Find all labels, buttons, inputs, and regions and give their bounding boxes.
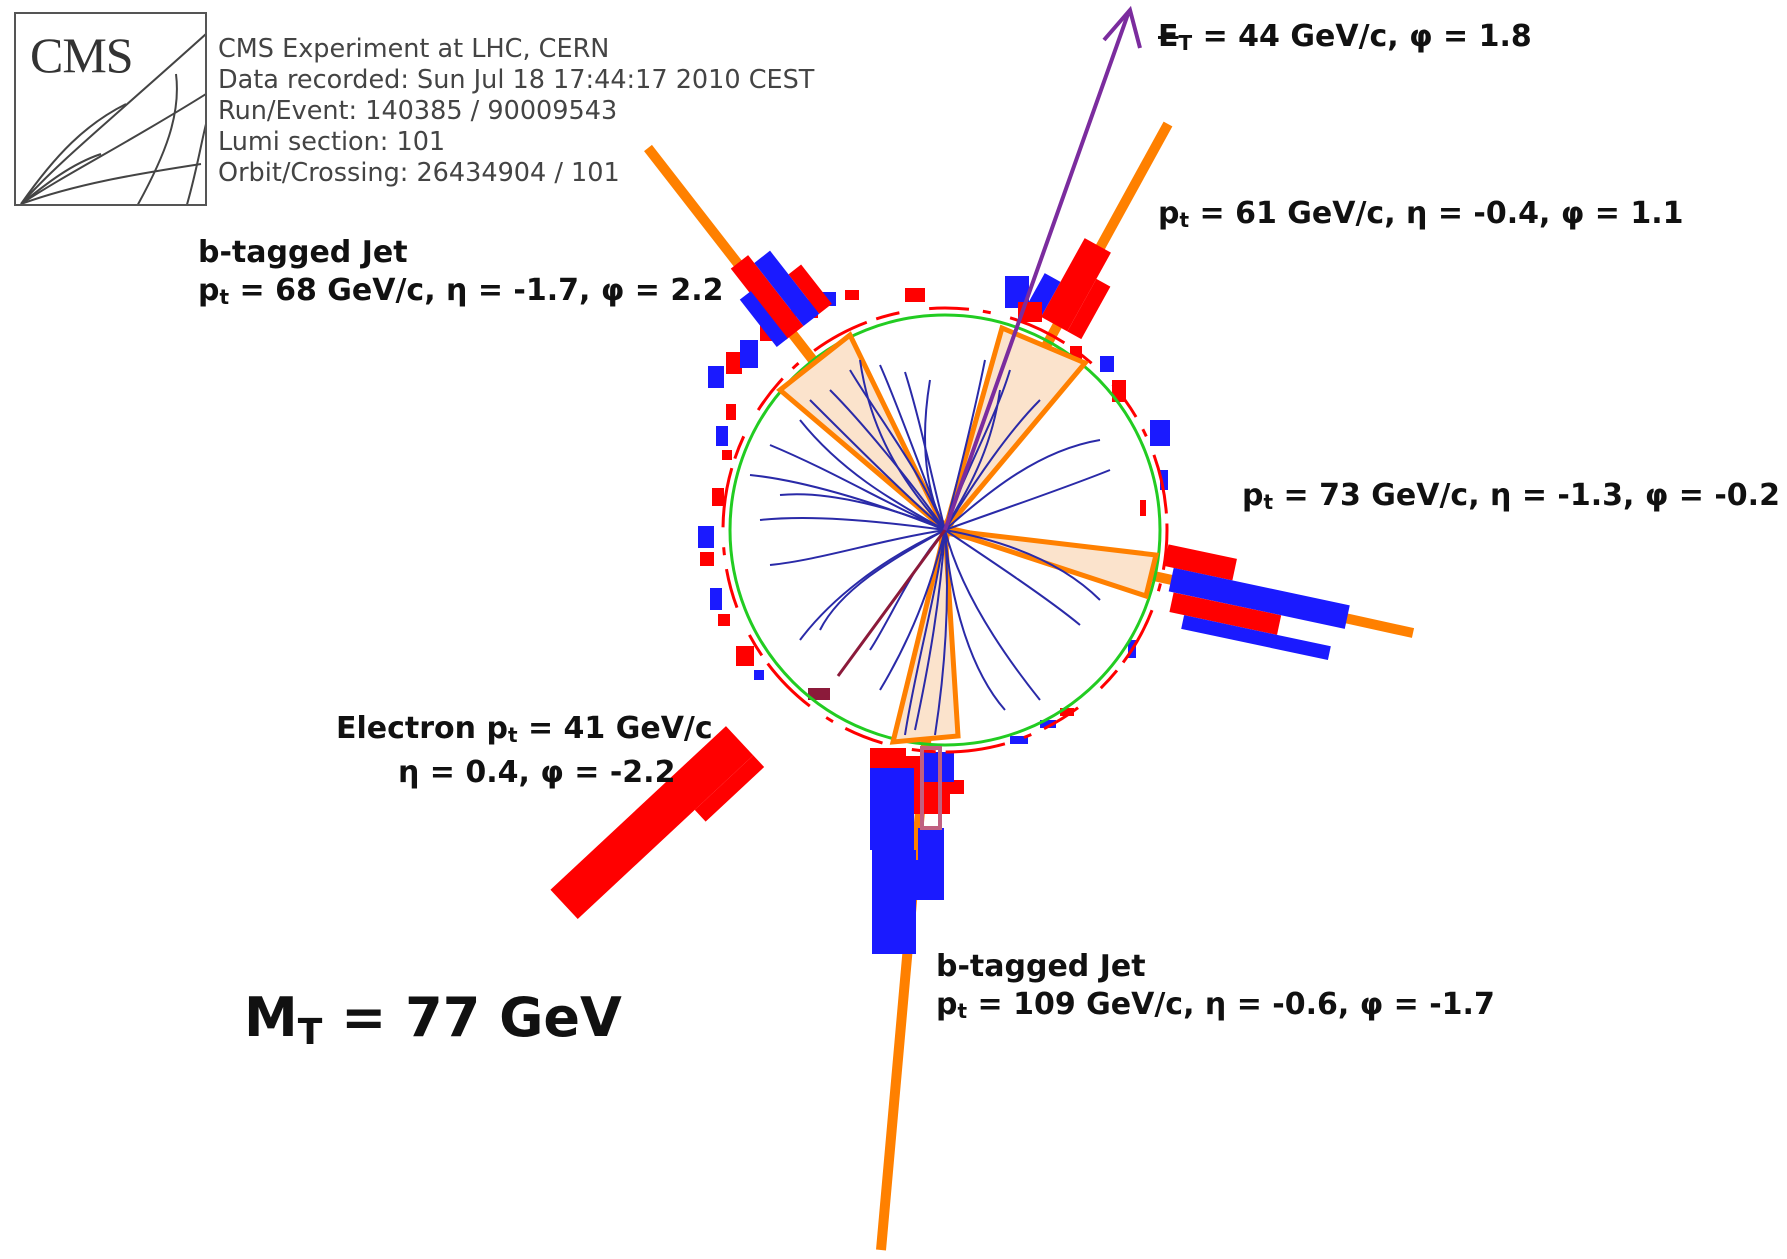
jet4-label: b-tagged Jet pt = 109 GeV/c, η = -0.6, φ… bbox=[936, 949, 1495, 1023]
electron-line2: η = 0.4, φ = -2.2 bbox=[398, 755, 676, 790]
electron-track bbox=[836, 529, 947, 677]
met-label: ET = 44 GeV/c, φ = 1.8 bbox=[1158, 19, 1532, 55]
calorimeter-towers bbox=[550, 238, 1350, 954]
event-info: CMS Experiment at LHC, CERN Data recorde… bbox=[218, 34, 814, 189]
electron-label: Electron pt = 41 GeV/c η = 0.4, φ = -2.2 bbox=[336, 711, 713, 790]
jet-cone-3 bbox=[944, 527, 1160, 600]
transverse-mass-label: MT = 77 GeV bbox=[244, 986, 622, 1053]
experiment-line: CMS Experiment at LHC, CERN bbox=[218, 34, 610, 64]
logo-text: CMS bbox=[30, 27, 134, 83]
met-arrow bbox=[943, 5, 1142, 531]
logo-tracks-graphic bbox=[20, 33, 205, 204]
jet-cone-2 bbox=[776, 331, 948, 532]
orbit-line: Orbit/Crossing: 26434904 / 101 bbox=[218, 158, 620, 188]
jet2-title: b-tagged Jet bbox=[198, 235, 408, 270]
tracks bbox=[749, 359, 1111, 736]
electron-cluster bbox=[920, 746, 942, 830]
run-event-line: Run/Event: 140385 / 90009543 bbox=[218, 96, 618, 126]
jet3-label: pt = 73 GeV/c, η = -1.3, φ = -0.2 bbox=[1242, 478, 1780, 514]
jet4-title: b-tagged Jet bbox=[936, 949, 1146, 984]
recorded-line: Data recorded: Sun Jul 18 17:44:17 2010 … bbox=[218, 65, 815, 95]
cms-logo: CMS bbox=[14, 12, 207, 206]
jet1-label: pt = 61 GeV/c, η = -0.4, φ = 1.1 bbox=[1158, 196, 1684, 232]
lumi-line: Lumi section: 101 bbox=[218, 127, 446, 157]
tracker-circle bbox=[728, 313, 1162, 747]
jet2-label: b-tagged Jet pt = 68 GeV/c, η = -1.7, φ … bbox=[198, 235, 724, 309]
calorimeter-ring bbox=[721, 306, 1169, 754]
